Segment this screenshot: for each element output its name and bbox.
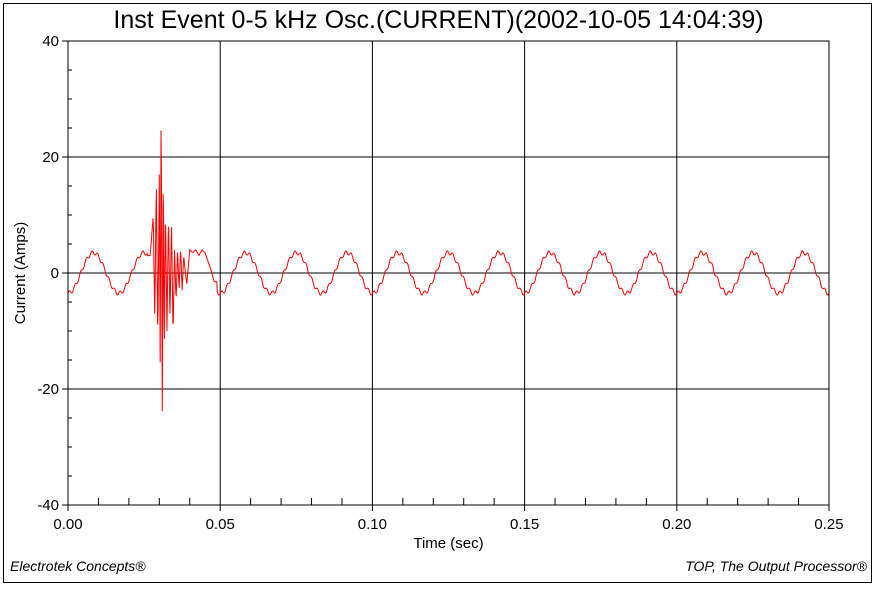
x-tick-label: 0.15 [510, 516, 539, 533]
x-tick-label: 0.10 [358, 516, 387, 533]
x-tick-label: 0.20 [662, 516, 691, 533]
x-tick-label: 0.05 [206, 516, 235, 533]
y-tick-label: -40 [37, 497, 59, 514]
footer-credit-right: TOP, The Output Processor® [685, 558, 867, 574]
y-axis-label: Current (Amps) [12, 222, 29, 325]
x-tick-label: 0.00 [53, 516, 82, 533]
series-line-current [67, 130, 830, 412]
plot-border [67, 40, 830, 506]
y-tick-label: 20 [42, 149, 59, 166]
y-tick-labels: -40 -20 0 20 40 [37, 33, 59, 514]
chart-title: Inst Event 0-5 kHz Osc.(CURRENT)(2002-10… [113, 6, 764, 34]
footer-credit-left: Electrotek Concepts® [10, 558, 146, 574]
x-tick-label: 0.25 [814, 516, 843, 533]
x-axis-label: Time (sec) [413, 535, 483, 552]
y-tick-label: 40 [42, 33, 59, 50]
y-tick-label: -20 [37, 381, 59, 398]
y-tick-label: 0 [51, 265, 59, 282]
grid-layer [62, 40, 830, 511]
x-tick-labels: 0.00 0.05 0.10 0.15 0.20 0.25 [53, 516, 843, 533]
minor-ticks [68, 69, 800, 505]
